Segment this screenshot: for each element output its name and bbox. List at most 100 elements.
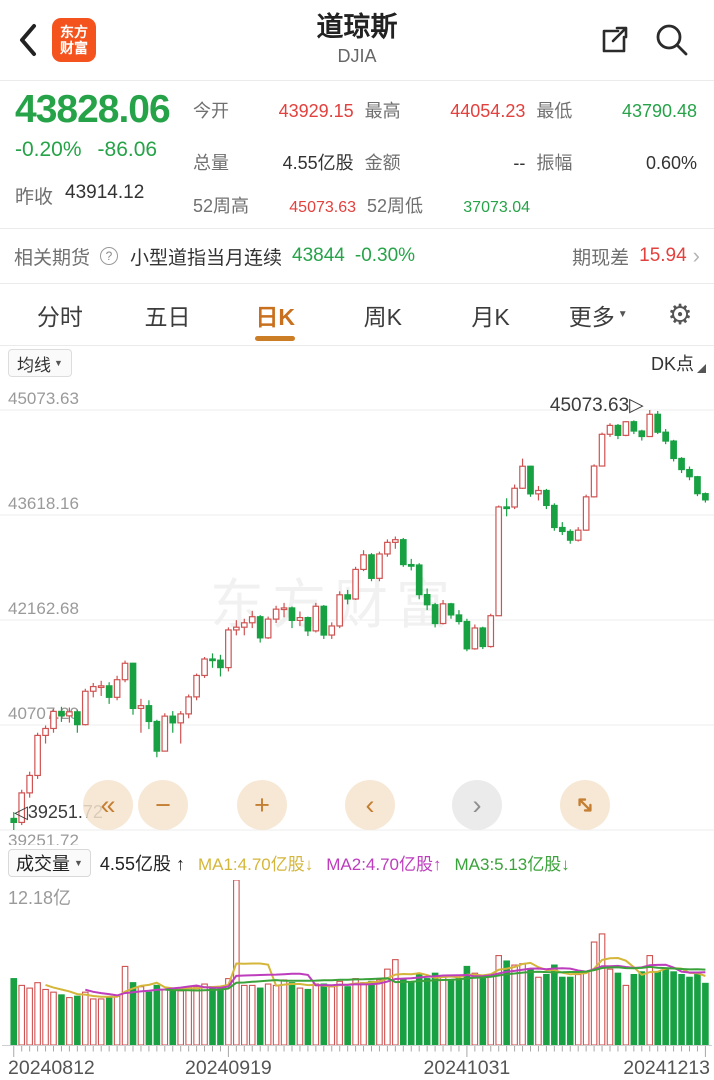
help-icon[interactable]: ? — [100, 247, 119, 265]
high-price-marker: 45073.63▷ — [550, 395, 644, 416]
chevron-right-icon: › — [692, 243, 700, 268]
quote-cell: 52周高 45073.63 — [193, 192, 356, 218]
divider — [0, 345, 714, 346]
field-label: 52周低 — [367, 196, 424, 216]
pan-left-button[interactable]: ‹ — [345, 780, 395, 830]
quote-row: 52周高 45073.63 52周低 37073.04 — [193, 192, 708, 218]
volume-ma2-label: MA2:4.70亿股↑ — [326, 855, 442, 874]
chevron-down-icon: ▼ — [54, 358, 63, 368]
field-value: 0.60% — [645, 153, 698, 173]
quote-row: 今开 43929.15 最高 44054.23 最低 43790.48 — [193, 97, 708, 123]
last-price: 43828.06 — [15, 88, 171, 131]
x-axis-label: 20240812 — [8, 1057, 95, 1079]
prev-close-value: 43914.12 — [65, 182, 145, 203]
volume-max-label: 12.18亿 — [8, 888, 71, 908]
volume-ma3-line — [164, 965, 706, 992]
field-label: 总量 — [193, 153, 229, 173]
tab-月K[interactable]: 月K — [437, 284, 545, 345]
chevron-down-icon: ▼ — [617, 309, 628, 320]
back-button[interactable] — [8, 18, 48, 62]
zoom-in-button[interactable]: + — [237, 780, 287, 830]
quote-row: 总量 4.55亿股 金额 -- 振幅 0.60% — [193, 149, 708, 175]
quote-cell: 总量 4.55亿股 — [193, 149, 354, 175]
field-label: 今开 — [193, 101, 229, 121]
change-value: -86.06 — [97, 138, 158, 161]
candles-group — [10, 410, 709, 830]
field-label: 52周高 — [193, 196, 250, 216]
change-percent: -0.20% — [15, 138, 82, 161]
tab-label: 周K — [363, 303, 403, 330]
price-candlestick-chart[interactable]: 45073.6343618.1642162.6840707.2039251.72… — [0, 375, 714, 857]
share-icon — [602, 26, 628, 53]
expand-button[interactable] — [560, 780, 610, 830]
volume-ma1-label: MA1:4.70亿股↓ — [197, 855, 314, 874]
quote-cell: 最高 44054.23 — [365, 97, 526, 123]
volume-ma3-label: MA3:5.13亿股↓ — [454, 855, 570, 874]
volume-selector-label: 成交量 — [16, 853, 70, 874]
volume-bar-chart[interactable]: 12.18亿 20240812 20240919 20241031 20241213 — [0, 880, 714, 1080]
logo-line1: 东方 — [60, 24, 88, 40]
ma-selector-button[interactable]: 均线 ▼ — [8, 349, 72, 377]
futures-price: 43844 — [292, 245, 345, 266]
field-label: 最高 — [364, 101, 401, 121]
dk-point-button[interactable]: DK点 — [651, 349, 706, 377]
prev-close-label: 昨收 — [15, 187, 54, 208]
quote-cell: 振幅 0.60% — [536, 149, 697, 175]
tab-label: 五日 — [144, 303, 191, 330]
y-axis-label: 42162.68 — [8, 599, 79, 618]
period-tabs: 分时 五日 日K 周K 月K 更多 ▼ ⚙ — [0, 284, 714, 345]
divider — [0, 228, 714, 229]
quote-cell: 金额 -- — [365, 149, 526, 175]
low-price-marker: ◁39251.72 — [14, 802, 103, 822]
volume-ma2-line — [85, 963, 706, 997]
dk-label: DK点 — [650, 354, 694, 374]
settings-gear-icon[interactable]: ⚙ — [667, 299, 693, 330]
prev-close-row: 昨收 43914.12 — [15, 182, 144, 209]
futures-bar[interactable]: 相关期货 ? 小型道指当月连续 43844 -0.30% 期现差 15.94 › — [0, 229, 714, 283]
quote-cell: 最低 43790.48 — [536, 97, 697, 123]
zoom-out-button[interactable]: − — [138, 780, 188, 830]
tab-label: 月K — [471, 303, 510, 330]
watermark: 东方财富 — [210, 575, 458, 635]
tab-label: 更多 — [568, 303, 615, 330]
logo-line2: 财富 — [60, 40, 88, 56]
basis-value: 15.94 — [639, 245, 687, 266]
field-label: 振幅 — [536, 153, 573, 173]
field-value: 37073.04 — [463, 199, 530, 216]
tab-label: 分时 — [36, 303, 83, 330]
pan-right-button[interactable]: › — [452, 780, 502, 830]
field-label: 最低 — [536, 101, 573, 121]
divider — [0, 80, 714, 81]
divider — [0, 283, 714, 284]
y-axis-label: 45073.63 — [8, 389, 79, 408]
search-icon — [656, 24, 688, 56]
field-value: 4.55亿股 — [282, 153, 354, 173]
expand-icon — [578, 798, 592, 812]
quote-cell: 52周低 37073.04 — [367, 192, 530, 218]
tab-分时[interactable]: 分时 — [6, 284, 114, 345]
volume-bars-group — [10, 880, 709, 1046]
change-row: -0.20% -86.06 — [15, 138, 157, 162]
share-button[interactable] — [592, 20, 636, 60]
quote-panel: 43828.06 -0.20% -86.06 昨收 43914.12 今开 439… — [0, 82, 714, 228]
chevron-down-icon: ▼ — [74, 857, 83, 868]
x-axis-label: 20241031 — [424, 1057, 511, 1079]
tab-周K[interactable]: 周K — [329, 284, 437, 345]
jump-start-button[interactable]: « — [83, 780, 133, 830]
tab-日K[interactable]: 日K — [221, 284, 329, 345]
search-button[interactable] — [650, 20, 694, 60]
field-value: -- — [513, 153, 526, 173]
volume-header: 成交量 ▼ 4.55亿股 ↑ MA1:4.70亿股↓ MA2:4.70亿股↑ MA3… — [0, 845, 714, 880]
volume-current-value: 4.55亿股 ↑ — [99, 853, 185, 874]
tab-五日[interactable]: 五日 — [114, 284, 222, 345]
tab-label: 日K — [255, 303, 295, 330]
ma-selector-label: 均线 — [17, 355, 51, 375]
x-axis-label: 20240919 — [185, 1057, 272, 1079]
eastmoney-logo: 东方 财富 — [52, 18, 96, 62]
futures-title: 相关期货 — [14, 247, 91, 269]
chart-toolbar: 均线 ▼ DK点 — [0, 349, 714, 379]
field-value: 43790.48 — [621, 101, 698, 121]
tab-更多[interactable]: 更多 ▼ — [544, 284, 652, 345]
volume-selector-button[interactable]: 成交量 ▼ — [8, 848, 91, 877]
